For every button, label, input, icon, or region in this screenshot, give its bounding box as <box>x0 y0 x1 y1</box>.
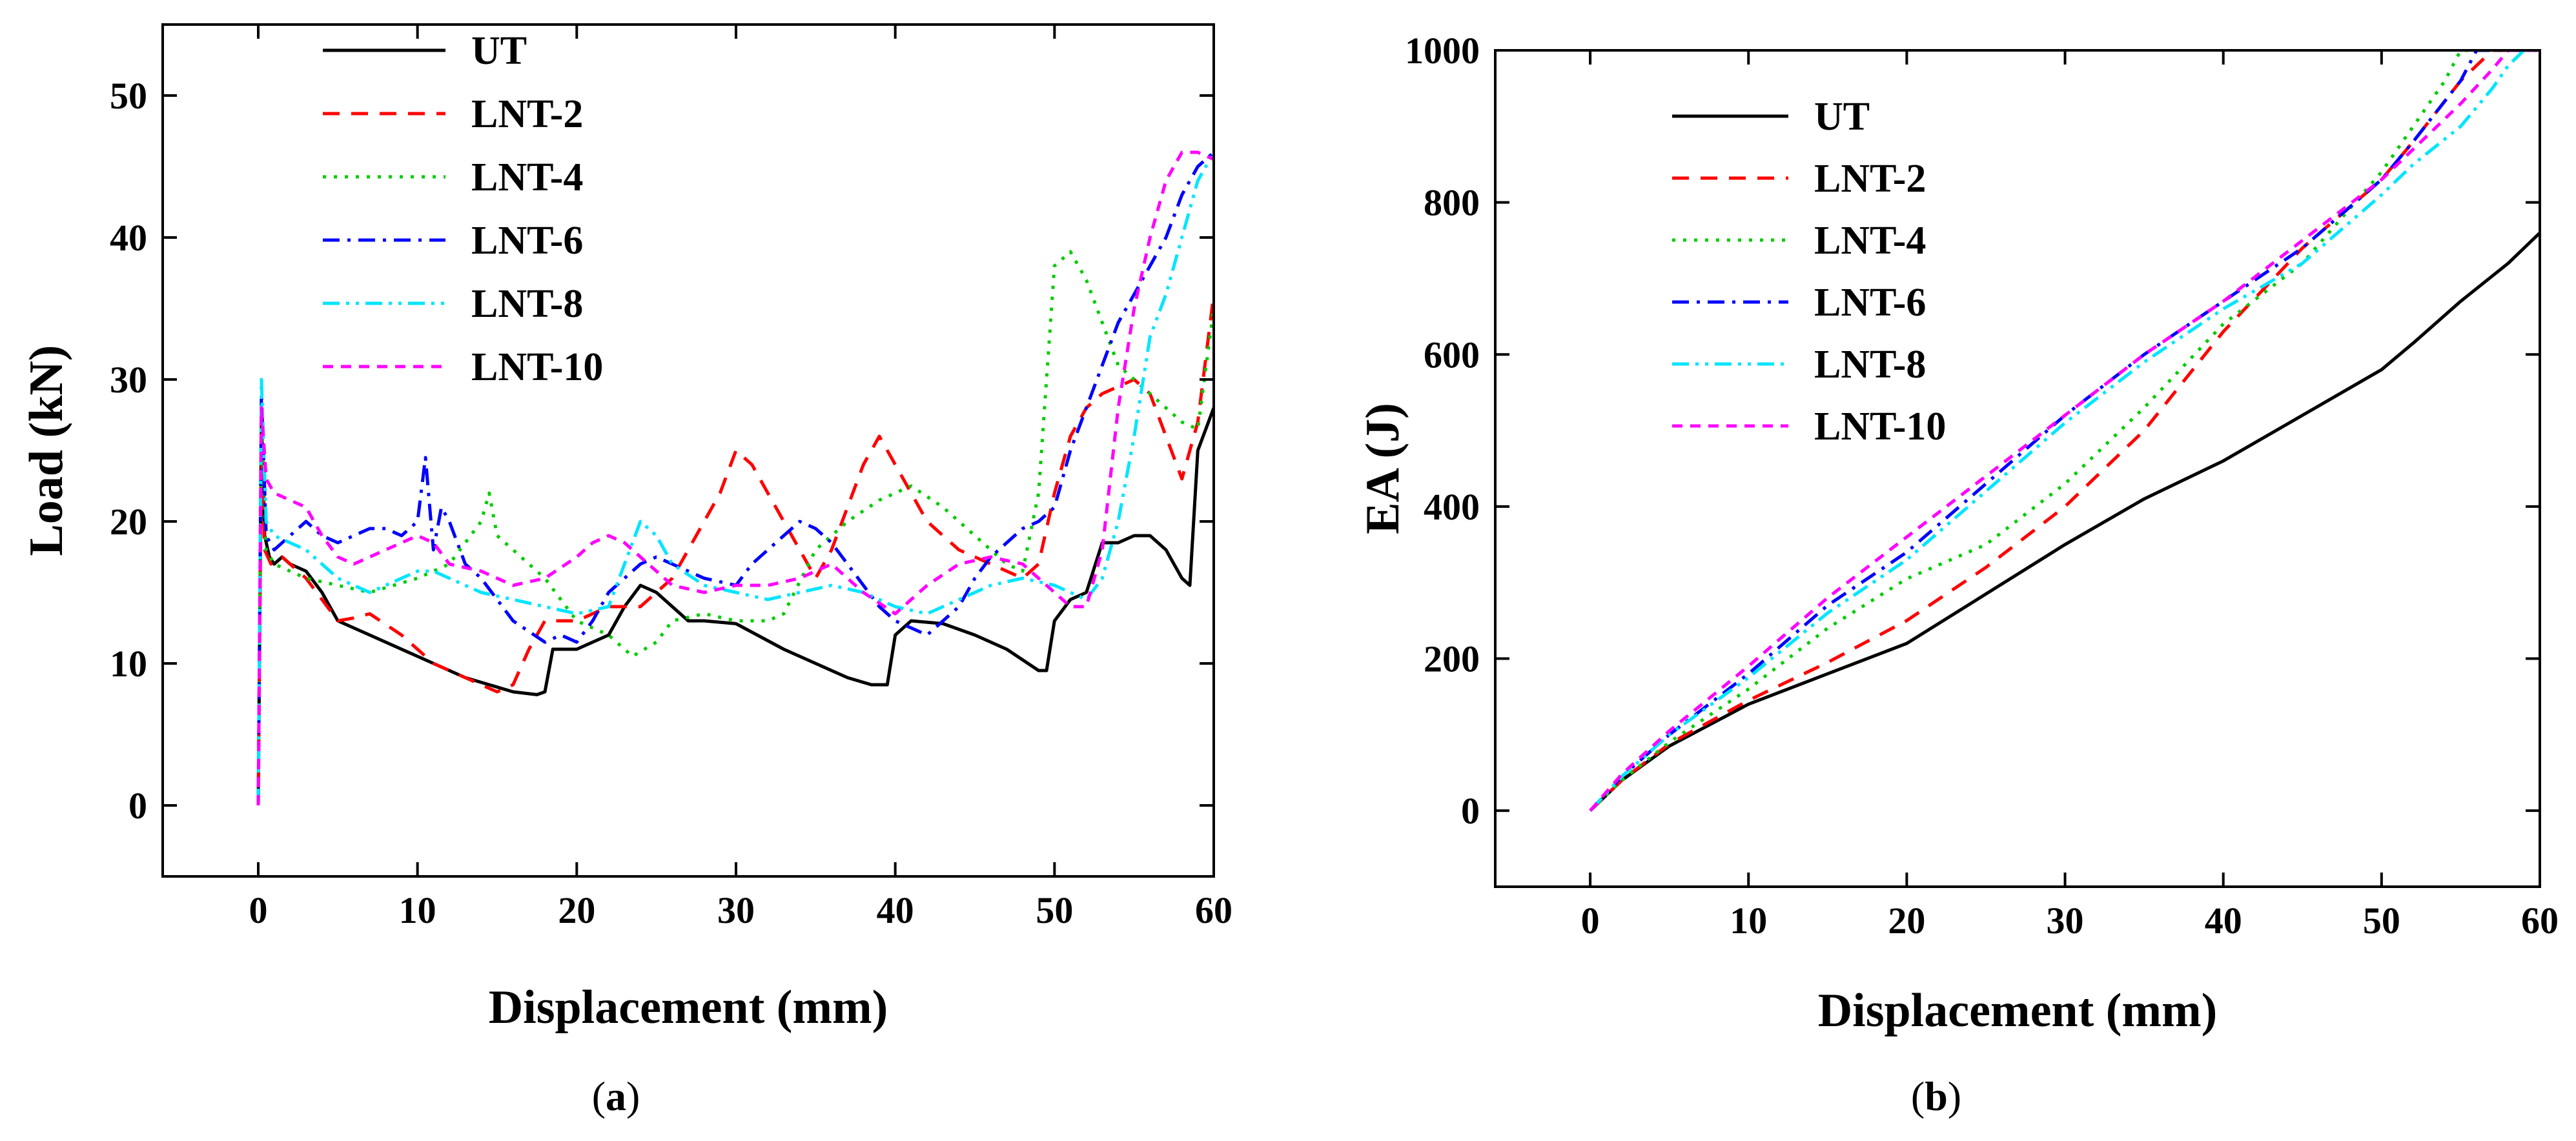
x-tick-label: 30 <box>717 889 755 931</box>
panel-label-b: (b) <box>1911 1073 1961 1119</box>
legend-label-lnt-4: LNT-4 <box>1814 219 1926 263</box>
legend-label-lnt-4: LNT-4 <box>471 156 583 199</box>
legend-label-lnt-6: LNT-6 <box>471 219 583 263</box>
ticks-layer-a: 0 10 20 30 40 50 60 0 10 20 30 40 50 <box>110 25 1232 931</box>
y-tick-label: 30 <box>110 359 147 401</box>
x-tick-label: 10 <box>1730 900 1767 942</box>
series-line-lnt-8 <box>256 151 1214 806</box>
y-tick-label: 1000 <box>1405 30 1480 72</box>
legend-label-lnt-6: LNT-6 <box>1814 281 1926 325</box>
series-line-lnt-2 <box>1589 50 2540 813</box>
y-tick-label: 600 <box>1424 334 1480 376</box>
series-line-ut <box>1589 231 2540 813</box>
y-tick-label: 400 <box>1424 486 1480 528</box>
x-tick-label: 0 <box>249 889 268 931</box>
x-axis-title-b: Displacement (mm) <box>1818 984 2218 1037</box>
x-tick-label: 50 <box>2363 900 2400 942</box>
series-line-lnt-10 <box>256 150 1214 806</box>
legend-label-lnt-8: LNT-8 <box>1814 343 1926 387</box>
y-tick-label: 800 <box>1424 182 1480 224</box>
legend-label-lnt-2: LNT-2 <box>1814 157 1926 201</box>
x-tick-label: 0 <box>1581 900 1600 942</box>
series-layer-a <box>256 150 1214 806</box>
y-tick-label: 200 <box>1424 638 1480 680</box>
x-tick-label: 50 <box>1036 889 1073 931</box>
series-line-lnt-10 <box>1589 50 2540 812</box>
x-tick-label: 20 <box>558 889 595 931</box>
plot-frame-b <box>1494 49 2541 888</box>
x-tick-label: 30 <box>2047 900 2084 942</box>
series-line-lnt-2 <box>256 294 1214 806</box>
x-tick-label: 10 <box>399 889 436 931</box>
x-tick-label: 40 <box>2205 900 2242 942</box>
legend-label-ut: UT <box>1814 95 1870 139</box>
x-tick-label: 20 <box>1888 900 1925 942</box>
legend-label-lnt-10: LNT-10 <box>1814 405 1946 449</box>
y-tick-label: 10 <box>110 643 147 685</box>
x-tick-label: 40 <box>877 889 914 931</box>
y-tick-label: 0 <box>128 785 147 827</box>
y-tick-label: 40 <box>110 217 147 259</box>
x-tick-label: 60 <box>2521 900 2559 942</box>
x-tick-label: 60 <box>1195 889 1232 931</box>
legend-label-lnt-8: LNT-8 <box>471 282 583 326</box>
legend-label-ut: UT <box>471 29 527 73</box>
series-line-lnt-8 <box>1589 50 2540 812</box>
legend-label-lnt-2: LNT-2 <box>471 92 583 136</box>
panel-label-a: (a) <box>592 1073 640 1119</box>
plot-frame-a <box>161 23 1215 878</box>
legend-label-lnt-10: LNT-10 <box>471 345 603 389</box>
legend-a: UT LNT-2 LNT-4 LNT-6 LNT-8 LNT-10 <box>323 29 603 389</box>
legend-b: UT LNT-2 LNT-4 LNT-6 LNT-8 LNT-10 <box>1672 95 1946 449</box>
x-axis-title-a: Displacement (mm) <box>489 981 888 1034</box>
series-line-lnt-4 <box>256 250 1214 806</box>
series-layer-b <box>1589 50 2540 813</box>
y-axis-title-b: EA (J) <box>1356 403 1409 534</box>
series-line-ut <box>256 407 1214 806</box>
y-tick-label: 50 <box>110 75 147 117</box>
chart-panel-a: 0 10 20 30 40 50 60 0 10 20 30 40 50 Displacement (m… <box>20 23 1232 1034</box>
y-tick-label: 20 <box>110 501 147 543</box>
y-tick-label: 0 <box>1461 790 1480 832</box>
y-axis-title-a: Load (kN) <box>20 345 73 556</box>
